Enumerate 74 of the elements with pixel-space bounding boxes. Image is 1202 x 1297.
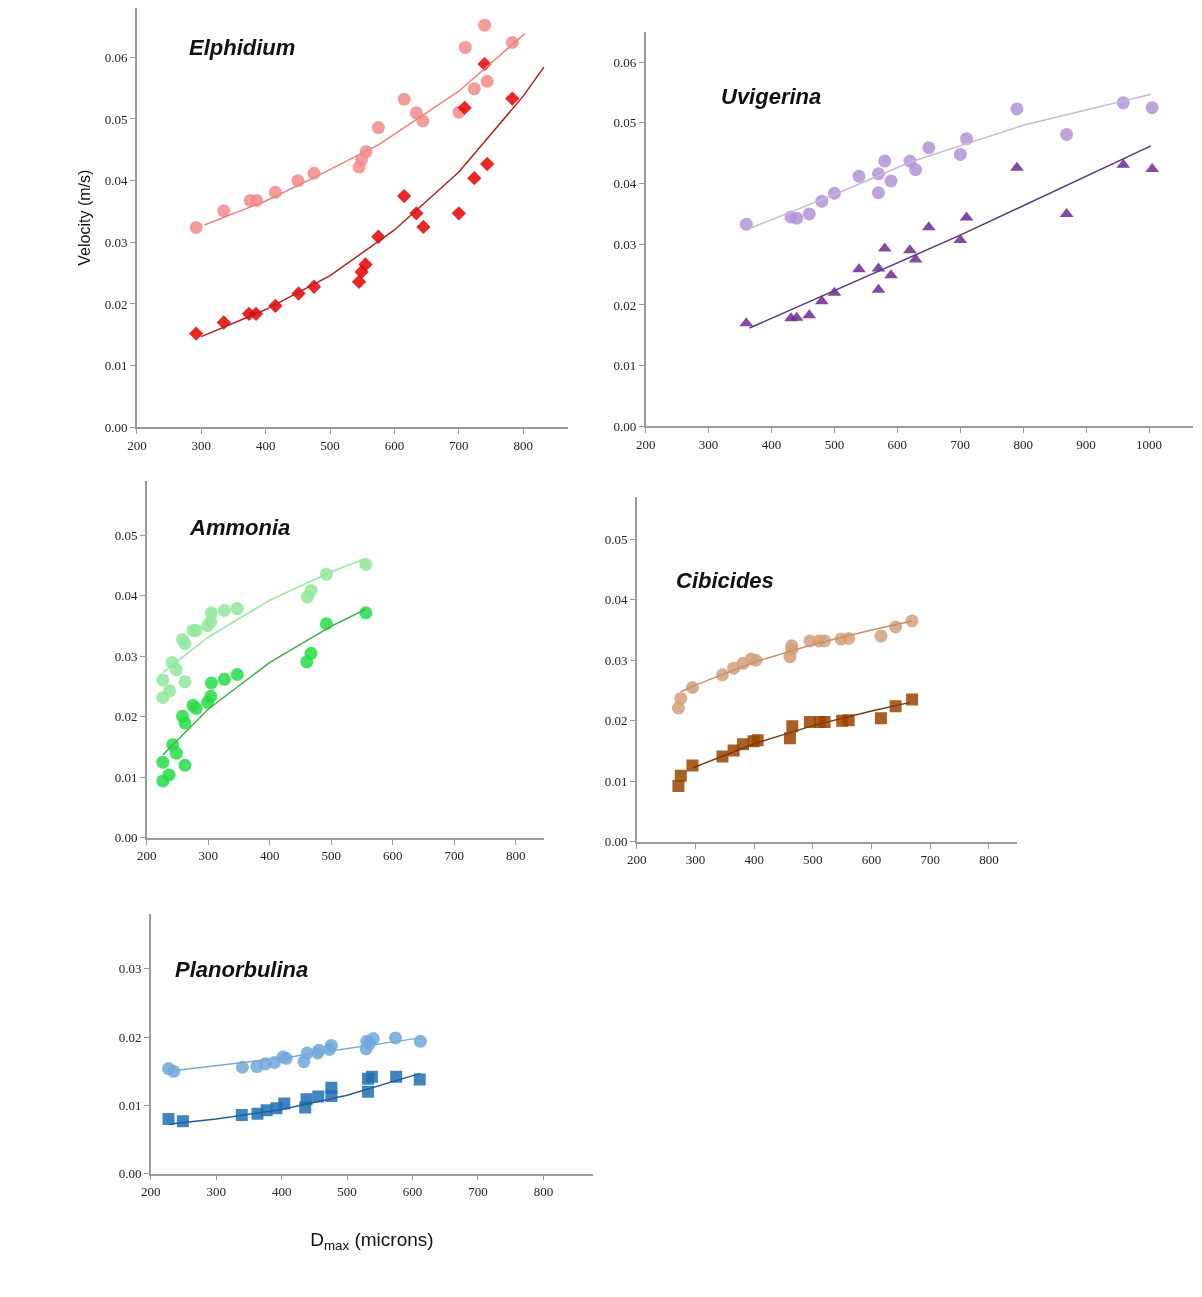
y-tick-label: 0.03 [114,648,138,664]
x-tick-label: 600 [861,852,882,868]
x-tick-label: 200 [635,436,656,452]
y-tick-label: 0.05 [604,531,628,547]
y-tick-label: 0.02 [118,1029,142,1045]
x-tick-label: 400 [744,852,764,868]
y-tick-label: 0.01 [104,358,128,374]
x-tick-label: 200 [137,848,157,864]
x-tick-label: 700 [468,1184,488,1200]
y-tick-label: 0.02 [114,709,138,725]
y-tick-label: 0.04 [613,176,637,192]
x-tick-label: 800 [533,1184,554,1200]
text: Ammonia [189,515,291,540]
x-tick-label: 200 [626,852,647,868]
x-tick-label: 700 [449,437,469,453]
x-tick-label: 300 [698,436,719,452]
y-tick-label: 0.05 [613,115,637,131]
x-tick-label: 700 [444,848,465,864]
x-tick-label: 400 [260,848,280,864]
x-tick-label: 800 [1013,436,1033,452]
x-axis-title: D$_{max}$ (microns) [310,1229,434,1254]
x-tick-label: 600 [383,848,403,864]
y-tick-label: 0.02 [604,713,628,729]
y-tick-label: 0.01 [604,773,628,789]
y-tick-label: 0.05 [104,111,128,127]
y-tick-label: 0.01 [613,358,637,374]
y-tick-label: 0.00 [613,418,637,434]
x-tick-label: 800 [513,437,533,453]
x-tick-label: 600 [384,437,405,453]
x-tick-label: 500 [337,1184,357,1200]
y-tick-label: 0.04 [104,173,129,189]
x-tick-label: 1000 [1136,436,1163,452]
text: Elphidium [189,35,296,60]
text: Uvigerina [721,84,822,109]
x-tick-label: 800 [506,848,526,864]
text: Planorbulina [175,957,309,982]
y-tick-label: 0.03 [104,234,128,250]
y-tick-label: 0.00 [118,1166,142,1182]
x-tick-label: 300 [198,848,219,864]
x-tick-label: 500 [803,852,823,868]
x-tick-label: 700 [920,852,941,868]
x-tick-label: 400 [761,436,782,452]
x-tick-label: 300 [191,437,212,453]
x-tick-label: 900 [1076,436,1096,452]
x-tick-label: 400 [271,1184,292,1200]
x-tick-label: 600 [887,436,908,452]
y-tick-label: 0.00 [114,830,138,846]
y-tick-label: 0.00 [604,834,628,850]
x-tick-label: 500 [321,848,342,864]
x-tick-label: 300 [206,1184,226,1200]
x-tick-label: 600 [402,1184,423,1200]
x-tick-label: 500 [320,437,340,453]
y-tick-label: 0.06 [613,54,637,70]
x-tick-label: 800 [979,852,999,868]
y-tick-label: 0.04 [604,592,628,608]
y-tick-label: 0.00 [104,419,128,435]
y-tick-label: 0.06 [104,49,129,65]
y-tick-label: 0.01 [114,769,138,785]
text: Cibicides [676,568,774,593]
y-tick-label: 0.03 [613,236,637,252]
x-tick-label: 500 [824,436,845,452]
x-tick-label: 400 [255,437,276,453]
x-tick-label: 200 [127,437,147,453]
y-tick-label: 0.01 [118,1098,142,1114]
y-axis-title: Velocity (m/s) [76,169,94,266]
y-tick-label: 0.04 [114,588,138,604]
y-tick-label: 0.02 [104,296,128,312]
y-tick-label: 0.03 [118,961,142,977]
x-tick-label: 300 [685,852,706,868]
x-tick-label: 700 [950,436,971,452]
y-tick-label: 0.05 [114,527,138,543]
x-tick-label: 200 [141,1184,161,1200]
y-tick-label: 0.03 [604,652,628,668]
y-tick-label: 0.02 [613,297,637,313]
